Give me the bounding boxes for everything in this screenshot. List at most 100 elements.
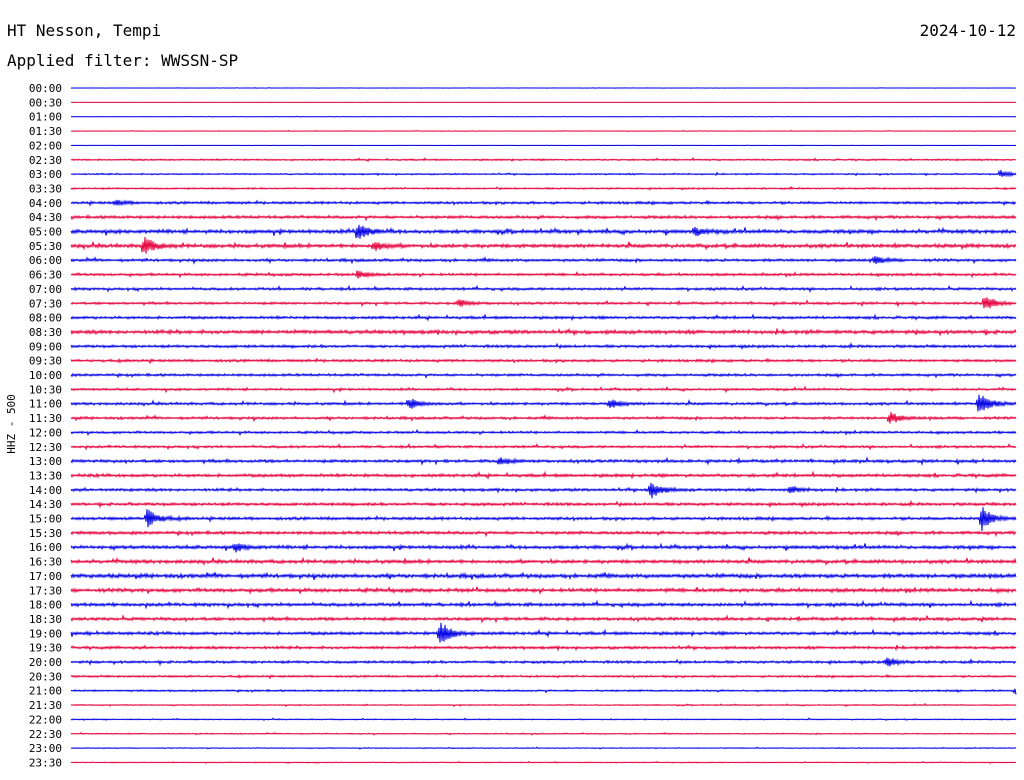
seismic-trace — [70, 614, 1017, 624]
row-time-label: 04:00 — [29, 197, 62, 210]
row-time-label: 23:30 — [29, 756, 62, 769]
row-time-label: 00:00 — [29, 82, 62, 95]
row-time-label: 12:00 — [29, 426, 62, 439]
row-time-label: 22:30 — [29, 728, 62, 741]
seismic-trace — [70, 129, 1017, 133]
seismic-trace — [70, 428, 1017, 437]
seismic-trace — [70, 442, 1017, 451]
row-time-label: 13:30 — [29, 469, 62, 482]
filter-label: Applied filter: WWSSN-SP — [7, 51, 238, 70]
seismic-trace — [70, 157, 1017, 163]
seismic-trace — [70, 456, 1017, 466]
row-time-label: 21:00 — [29, 685, 62, 698]
station-title: HT Nesson, Tempi — [7, 21, 161, 40]
row-time-label: 01:30 — [29, 125, 62, 138]
row-time-label: 02:00 — [29, 139, 62, 152]
row-time-label: 18:30 — [29, 613, 62, 626]
seismic-trace — [70, 470, 1017, 481]
row-time-label: 00:30 — [29, 96, 62, 109]
seismic-trace — [70, 115, 1017, 118]
seismic-trace — [70, 297, 1017, 309]
seismic-trace — [70, 255, 1017, 265]
row-time-label: 20:00 — [29, 656, 62, 669]
row-time-label: 15:00 — [29, 513, 62, 526]
row-time-label: 20:30 — [29, 670, 62, 683]
seismic-trace — [70, 394, 1017, 412]
seismic-trace — [70, 673, 1017, 680]
y-axis-label: HHZ - 500 — [5, 394, 18, 454]
row-time-label: 14:00 — [29, 484, 62, 497]
seismic-trace — [70, 746, 1017, 750]
row-time-label: 12:30 — [29, 441, 62, 454]
seismic-trace — [70, 341, 1017, 351]
row-time-label: 09:30 — [29, 355, 62, 368]
row-time-label: 05:30 — [29, 240, 62, 253]
row-time-label: 15:30 — [29, 527, 62, 540]
row-time-label: 01:00 — [29, 111, 62, 124]
seismic-trace — [70, 556, 1017, 567]
row-time-label: 11:00 — [29, 398, 62, 411]
seismic-trace — [70, 270, 1017, 279]
row-time-label: 10:30 — [29, 383, 62, 396]
row-time-label: 22:00 — [29, 713, 62, 726]
row-time-label: 13:00 — [29, 455, 62, 468]
seismic-trace — [70, 622, 1017, 643]
row-time-label: 17:00 — [29, 570, 62, 583]
date-label: 2024-10-12 — [920, 21, 1016, 40]
seismic-trace — [70, 372, 1017, 379]
row-time-label: 21:30 — [29, 699, 62, 712]
seismic-trace — [70, 585, 1017, 595]
row-time-label: 04:30 — [29, 211, 62, 224]
row-time-label: 08:30 — [29, 326, 62, 339]
row-time-label: 23:00 — [29, 742, 62, 755]
row-time-label: 06:00 — [29, 254, 62, 267]
row-time-label: 02:30 — [29, 154, 62, 167]
seismic-trace — [70, 657, 1017, 667]
seismic-trace — [70, 688, 1017, 695]
row-time-label: 14:30 — [29, 498, 62, 511]
row-time-label: 10:00 — [29, 369, 62, 382]
seismic-trace — [70, 284, 1017, 293]
seismic-trace — [70, 499, 1017, 509]
row-time-label: 05:00 — [29, 226, 62, 239]
seismic-trace — [70, 717, 1017, 721]
seismic-trace — [70, 313, 1017, 322]
row-time-label: 09:00 — [29, 340, 62, 353]
seismic-trace — [70, 507, 1017, 532]
seismic-trace — [70, 599, 1017, 610]
seismic-trace — [70, 144, 1017, 147]
row-time-label: 17:30 — [29, 584, 62, 597]
row-time-label: 08:00 — [29, 312, 62, 325]
seismic-trace — [70, 644, 1017, 652]
seismic-trace — [70, 214, 1017, 222]
seismic-trace — [70, 357, 1017, 365]
seismic-trace — [70, 327, 1017, 337]
row-time-label: 03:30 — [29, 182, 62, 195]
seismic-trace — [70, 199, 1017, 207]
row-time-label: 11:30 — [29, 412, 62, 425]
seismic-trace — [70, 482, 1017, 499]
row-time-label: 07:00 — [29, 283, 62, 296]
seismic-trace — [70, 224, 1017, 239]
seismic-trace — [70, 185, 1017, 191]
seismic-trace — [70, 760, 1017, 765]
seismic-trace — [70, 731, 1017, 736]
seismic-trace — [70, 236, 1017, 254]
row-time-label: 18:00 — [29, 599, 62, 612]
seismic-trace — [70, 411, 1017, 424]
seismic-trace — [70, 542, 1017, 553]
seismic-trace — [70, 87, 1017, 89]
row-time-label: 19:00 — [29, 627, 62, 640]
seismic-trace — [70, 529, 1017, 538]
row-time-label: 16:00 — [29, 541, 62, 554]
seismic-trace — [70, 571, 1017, 581]
seismic-trace — [70, 385, 1017, 394]
row-time-label: 16:30 — [29, 556, 62, 569]
seismic-trace — [70, 702, 1017, 708]
row-time-label: 03:00 — [29, 168, 62, 181]
row-time-label: 07:30 — [29, 297, 62, 310]
seismic-trace — [70, 169, 1017, 178]
row-time-label: 06:30 — [29, 269, 62, 282]
